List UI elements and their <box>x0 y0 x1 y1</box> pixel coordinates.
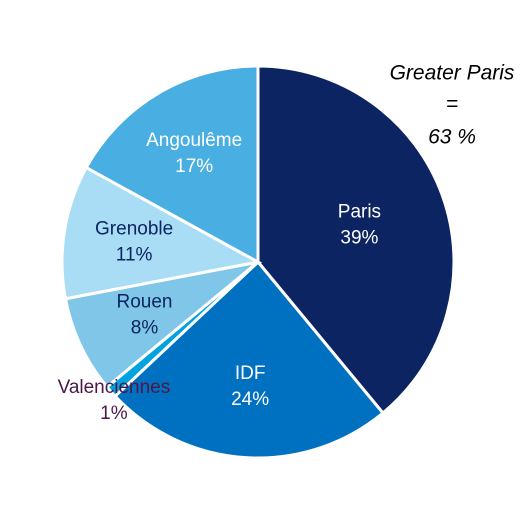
slice-label: Grenoble <box>95 218 173 239</box>
value-label: 1% <box>100 403 128 424</box>
annotation: Greater Paris <box>390 62 515 85</box>
slice-label: Paris <box>338 201 381 222</box>
value-label: 8% <box>131 317 159 338</box>
value-label: 24% <box>231 389 269 410</box>
slice-label: Angoulême <box>146 130 242 151</box>
slice-label: Rouen <box>116 291 172 312</box>
annotation: 63 % <box>428 126 476 149</box>
pie-slice <box>256 64 456 416</box>
pie-slice <box>84 64 260 265</box>
annotation: = <box>446 93 458 116</box>
pie-slice <box>113 259 386 460</box>
pie-slice <box>63 260 259 390</box>
value-label: 17% <box>175 156 213 177</box>
value-label: 11% <box>116 244 153 265</box>
slice-label: IDF <box>235 363 266 384</box>
value-label: 39% <box>340 227 378 248</box>
pie-slice <box>60 165 263 301</box>
slice-label: Valenciennes <box>58 377 171 398</box>
